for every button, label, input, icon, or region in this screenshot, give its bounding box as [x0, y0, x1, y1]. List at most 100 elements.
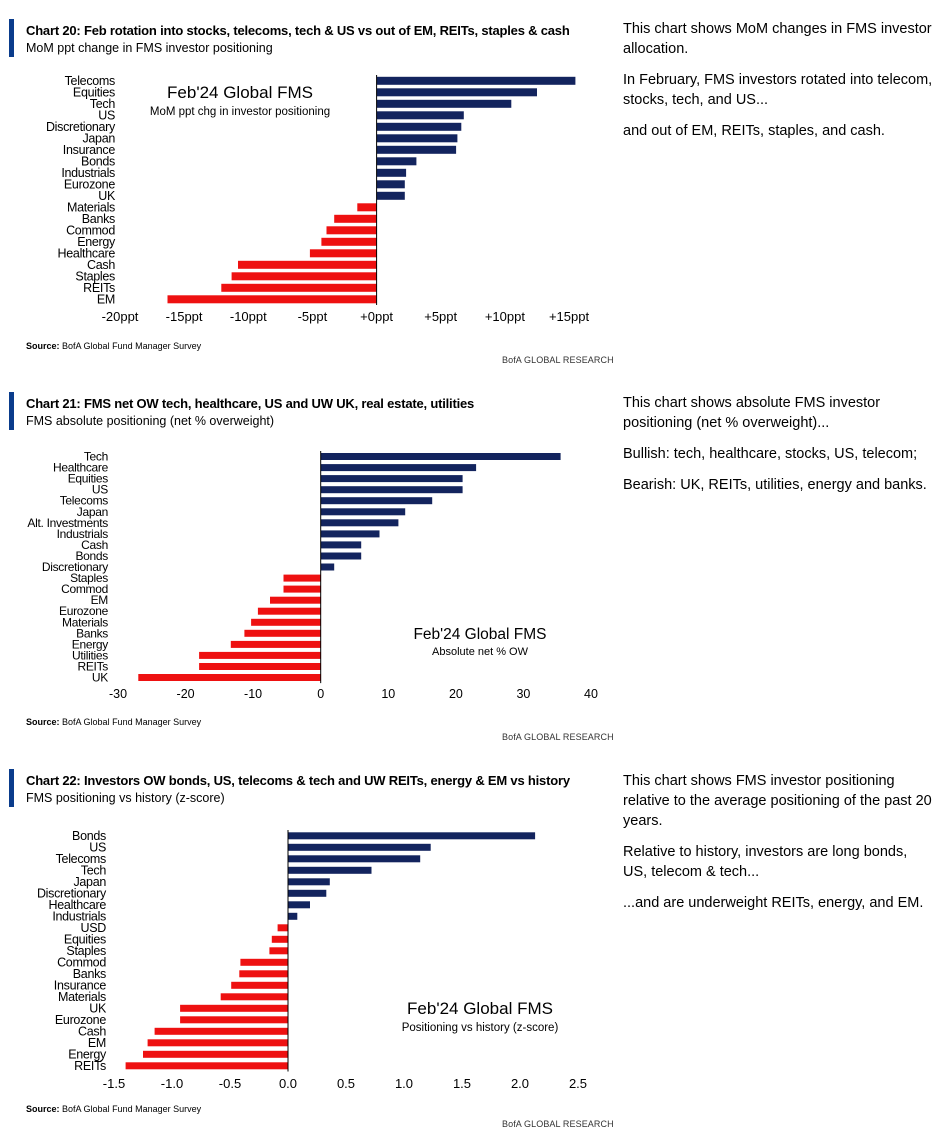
annotation-title: Feb'24 Global FMS — [413, 626, 546, 643]
bar-industrials — [320, 530, 380, 538]
bar-cash — [154, 1027, 288, 1035]
note-text: ...and are underweight REITs, energy, an… — [623, 895, 924, 911]
x-tick-label: 0.0 — [279, 1076, 297, 1091]
bar-equities — [271, 935, 288, 943]
bar-alt-investments — [320, 519, 399, 527]
chart-subtitle: FMS positioning vs history (z-score) — [26, 791, 225, 805]
chart-21-panel: Chart 21: FMS net OW tech, healthcare, U… — [9, 392, 935, 742]
category-label: Materials — [67, 200, 115, 214]
category-label: Utilities — [72, 648, 108, 662]
category-label: Discretionary — [37, 886, 107, 900]
category-label: Discretionary — [42, 560, 108, 574]
bar-em — [270, 596, 321, 604]
bar-cash — [238, 260, 377, 269]
bar-healthcare — [288, 901, 310, 909]
bar-us — [320, 486, 463, 494]
brand-label: BofA GLOBAL RESEARCH — [502, 355, 614, 365]
chart-subtitle: FMS absolute positioning (net % overweig… — [26, 414, 275, 428]
x-tick-label: -0.5 — [219, 1076, 241, 1091]
bar-japan — [376, 134, 458, 143]
bar-telecoms — [320, 497, 433, 505]
category-label: USD — [81, 921, 107, 935]
bar-usd — [277, 924, 288, 932]
source-text: BofA Global Fund Manager Survey — [62, 1104, 202, 1114]
category-label: Equities — [73, 85, 115, 99]
bar-energy — [230, 640, 321, 648]
category-label: Banks — [76, 626, 108, 640]
bar-bonds — [288, 832, 536, 840]
chart-notes: This chart shows absolute FMS investor p… — [623, 393, 935, 506]
annotation-subtitle: Absolute net % OW — [432, 646, 529, 658]
x-tick-label: 30 — [516, 687, 530, 701]
category-label: Tech — [90, 97, 116, 111]
bar-energy — [321, 237, 377, 246]
chart-notes: This chart shows FMS investor positionin… — [623, 771, 935, 924]
category-label: US — [98, 108, 115, 122]
category-label: REITs — [83, 281, 115, 295]
chart-title: Chart 22: Investors OW bonds, US, teleco… — [26, 773, 570, 788]
source-label: Source: — [26, 1104, 60, 1114]
bar-us — [376, 111, 464, 120]
bar-eurozone — [257, 607, 321, 615]
bar-discretionary — [288, 889, 327, 897]
category-label: Alt. Investments — [27, 516, 108, 530]
brand-label: BofA GLOBAL RESEARCH — [502, 732, 614, 742]
bar-em — [167, 295, 377, 304]
bar-reits — [199, 663, 321, 670]
chart-22-plot: BondsUSTelecomsTechJapanDiscretionaryHea… — [37, 829, 587, 1091]
category-label: Commod — [66, 223, 115, 237]
bar-energy — [143, 1050, 288, 1058]
x-tick-label: -30 — [109, 687, 127, 701]
category-label: Discretionary — [46, 120, 116, 134]
note-text: Bearish: UK, REITs, utilities, energy an… — [623, 477, 927, 493]
note-text: This chart shows MoM changes in FMS inve… — [623, 21, 932, 57]
category-label: Cash — [81, 538, 108, 552]
category-label: EM — [97, 292, 115, 306]
category-label: Japan — [77, 505, 108, 519]
annotation-title: Feb'24 Global FMS — [407, 999, 553, 1018]
category-label: Staples — [70, 571, 108, 585]
bar-telecoms — [376, 76, 576, 85]
x-tick-label: 10 — [381, 687, 395, 701]
x-tick-label: 40 — [584, 687, 598, 701]
source-text: BofA Global Fund Manager Survey — [62, 717, 202, 727]
bar-reits — [221, 283, 377, 292]
note-text: This chart shows FMS investor positionin… — [623, 773, 932, 829]
category-label: UK — [92, 671, 108, 685]
x-tick-label: 1.5 — [453, 1076, 471, 1091]
bar-discretionary — [320, 563, 335, 571]
category-label: Bonds — [72, 829, 106, 843]
bar-staples — [269, 947, 288, 955]
bar-equities — [320, 475, 463, 483]
category-label: Eurozone — [55, 1013, 106, 1027]
chart-title: Chart 20: Feb rotation into stocks, tele… — [26, 23, 570, 38]
bar-uk — [376, 191, 405, 200]
category-label: Staples — [66, 944, 106, 958]
bar-materials — [251, 618, 321, 626]
bar-insurance — [231, 981, 288, 989]
note-text: Relative to history, investors are long … — [623, 844, 908, 880]
category-label: Insurance — [54, 978, 107, 992]
category-label: Industrials — [61, 166, 115, 180]
category-label: UK — [89, 1001, 107, 1015]
bar-us — [288, 843, 431, 851]
chart-title: Chart 21: FMS net OW tech, healthcare, U… — [26, 396, 475, 411]
category-label: Staples — [75, 269, 115, 283]
category-label: Eurozone — [64, 177, 115, 191]
bar-banks — [239, 970, 288, 978]
bar-commod — [240, 958, 288, 966]
x-tick-label: +0ppt — [360, 309, 393, 324]
note-text: Bullish: tech, healthcare, stocks, US, t… — [623, 446, 918, 462]
bar-utilities — [199, 651, 321, 659]
bar-em — [147, 1039, 288, 1047]
chart-notes: This chart shows MoM changes in FMS inve… — [623, 19, 935, 152]
bar-bonds — [376, 157, 417, 166]
category-label: Bonds — [81, 154, 115, 168]
category-label: Materials — [62, 615, 108, 629]
bar-discretionary — [376, 122, 462, 131]
bar-industrials — [376, 168, 407, 177]
bar-staples — [283, 574, 321, 582]
category-label: Equities — [64, 932, 106, 946]
category-label: Materials — [58, 990, 106, 1004]
title-accent-bar — [9, 392, 14, 430]
